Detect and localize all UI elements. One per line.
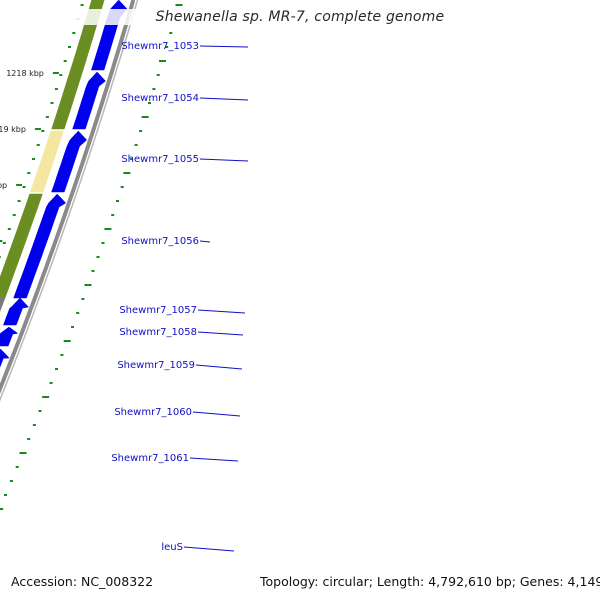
gc-dot bbox=[41, 130, 45, 132]
gc-dot bbox=[63, 60, 67, 62]
gc-dot bbox=[68, 46, 71, 48]
scale-tick-label: 1220 kbp bbox=[0, 181, 7, 190]
scale-tick-label: 1218 kbp bbox=[6, 69, 44, 78]
gene-leader-line bbox=[197, 331, 244, 336]
gc-dot bbox=[80, 4, 84, 6]
gc-dot bbox=[81, 298, 85, 300]
gc-dot bbox=[139, 130, 143, 132]
gc-dot bbox=[42, 396, 50, 398]
gc-dot bbox=[19, 452, 27, 454]
gc-dot bbox=[15, 466, 19, 468]
gc-dot bbox=[27, 172, 31, 174]
gene-leader-line bbox=[199, 45, 249, 48]
gc-dot bbox=[101, 242, 105, 244]
map-title: Shewanella sp. MR-7, complete genome bbox=[0, 9, 600, 25]
gene-label[interactable]: Shewmr7_1057 bbox=[119, 305, 197, 316]
gene-leader-line bbox=[192, 411, 241, 417]
gc-dot bbox=[22, 186, 26, 188]
gc-dot bbox=[36, 144, 40, 146]
gc-dot bbox=[72, 32, 76, 34]
gene-label[interactable]: Shewmr7_1061 bbox=[111, 453, 189, 464]
gene-leader-line bbox=[189, 457, 239, 462]
gc-dot bbox=[12, 214, 16, 216]
cog-segment[interactable] bbox=[30, 130, 64, 193]
gene-label[interactable]: Shewmr7_1059 bbox=[117, 360, 195, 371]
gc-dot bbox=[111, 214, 115, 216]
gc-dot bbox=[45, 116, 49, 118]
cog-track bbox=[0, 0, 105, 343]
gc-dot bbox=[60, 354, 64, 356]
genome-summary-text: Topology: circular; Length: 4,792,610 bp… bbox=[258, 574, 600, 589]
forward-gene-arrow[interactable] bbox=[0, 348, 10, 386]
cog-segment[interactable] bbox=[51, 0, 105, 130]
gc-dot bbox=[0, 256, 1, 258]
gene-label[interactable]: Shewmr7_1058 bbox=[119, 327, 197, 338]
gc-dot bbox=[130, 158, 133, 160]
gc-dot bbox=[17, 200, 21, 202]
gc-dot bbox=[0, 508, 4, 510]
gc-dot bbox=[120, 186, 124, 188]
gc-dot bbox=[165, 46, 169, 48]
forward-gene-arrow[interactable] bbox=[72, 71, 106, 130]
gc-dot bbox=[2, 242, 6, 244]
gc-dot bbox=[96, 256, 100, 258]
gc-dot bbox=[32, 158, 35, 160]
gc-dot bbox=[7, 228, 11, 230]
gc-dot bbox=[50, 102, 54, 104]
gene-label[interactable]: Shewmr7_1053 bbox=[121, 41, 199, 52]
gene-label[interactable]: Shewmr7_1056 bbox=[121, 236, 199, 247]
gc-dot bbox=[63, 340, 71, 342]
backbone-line bbox=[0, 0, 136, 395]
gc-dot bbox=[38, 410, 42, 412]
gc-dot bbox=[55, 368, 58, 370]
gc-dot bbox=[32, 424, 36, 426]
gc-dot bbox=[175, 4, 183, 6]
gc-dot bbox=[116, 200, 119, 202]
accession-text: Accession: NC_008322 bbox=[9, 574, 156, 589]
forward-gene-arrow[interactable] bbox=[0, 326, 19, 347]
scale-ticks: 1218 kbp1219 kbp1220 kbp1221 kbp1222 kbp… bbox=[0, 69, 59, 242]
backbone-line bbox=[0, 0, 139, 402]
gene-leader-line bbox=[199, 97, 249, 101]
gene-leader-line bbox=[195, 364, 243, 370]
gene-leader-line bbox=[183, 546, 235, 552]
gene-label[interactable]: Shewmr7_1055 bbox=[121, 154, 199, 165]
gc-dot bbox=[123, 172, 131, 174]
gc-dot bbox=[141, 116, 149, 118]
gc-dot bbox=[4, 494, 7, 496]
gene-leader-line bbox=[199, 158, 249, 162]
gc-dot bbox=[159, 60, 166, 62]
gc-dot bbox=[148, 102, 151, 104]
gc-dot bbox=[49, 382, 53, 384]
backbone-ring bbox=[0, 0, 139, 402]
gc-dot bbox=[59, 74, 63, 76]
gc-dot bbox=[134, 144, 138, 146]
gene-label[interactable]: Shewmr7_1060 bbox=[114, 407, 192, 418]
cog-segment[interactable] bbox=[0, 297, 6, 343]
gc-content-dots bbox=[0, 4, 183, 510]
gene-leader-line bbox=[197, 309, 246, 314]
gc-dot bbox=[152, 88, 156, 90]
gc-dot bbox=[104, 228, 112, 230]
forward-gene-arrow[interactable] bbox=[51, 130, 88, 193]
gc-dot bbox=[54, 88, 58, 90]
gene-label[interactable]: leuS bbox=[161, 542, 183, 553]
gc-dot bbox=[84, 284, 92, 286]
gc-dot bbox=[9, 480, 13, 482]
gc-dot bbox=[27, 438, 31, 440]
gc-dot bbox=[169, 32, 173, 34]
scale-tick-label: 1219 kbp bbox=[0, 125, 26, 134]
gene-label[interactable]: Shewmr7_1054 bbox=[121, 93, 199, 104]
gc-dot bbox=[156, 74, 160, 76]
gc-dot bbox=[76, 312, 80, 314]
gc-dot bbox=[71, 326, 74, 328]
forward-gene-arrow[interactable] bbox=[3, 297, 29, 326]
gene-leader-line bbox=[199, 240, 211, 243]
gc-dot bbox=[91, 270, 95, 272]
gene-labels: Shewmr7_1053 Shewmr7_1054 Shewmr7_1055 Shew… bbox=[111, 41, 249, 553]
